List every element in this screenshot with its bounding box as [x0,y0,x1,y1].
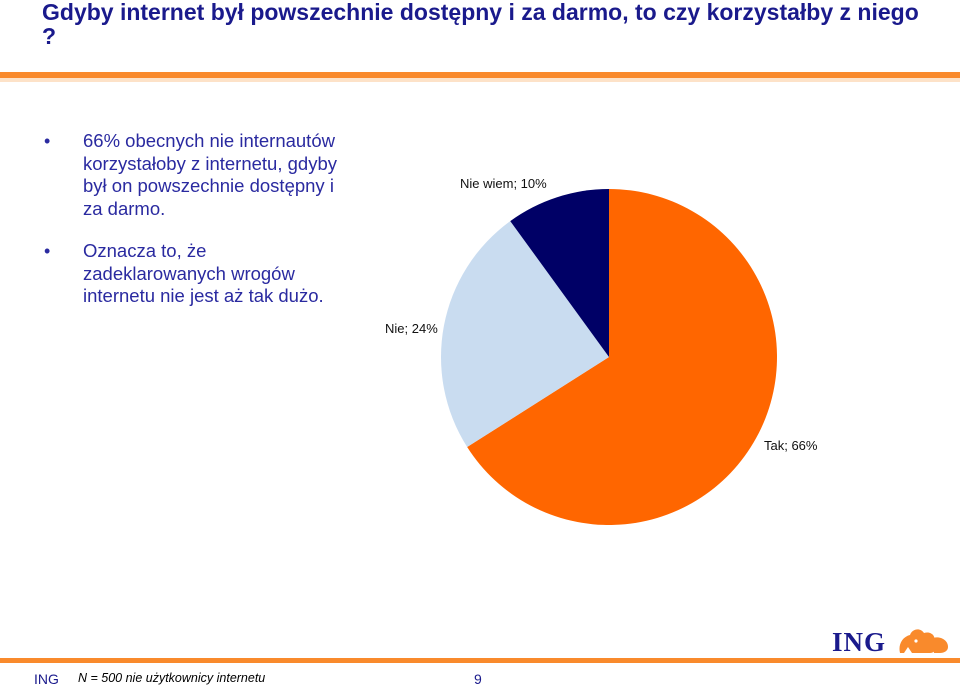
ing-logo-text: ING [832,627,887,657]
page-number: 9 [474,671,482,687]
bullet-item: • Oznacza to, że zadeklarowanych wrogów … [44,240,344,308]
pie-slice-tak [467,188,778,525]
bullet-dot: • [44,131,51,151]
bullet-item: • 66% obecnych nie internautów korzystał… [44,130,344,220]
ing-logo: ING [832,627,952,657]
bullet-dot: • [44,241,51,261]
footer-sample-note: N = 500 nie użytkownicy internetu [78,671,266,685]
bullet-list: • 66% obecnych nie internautów korzystał… [44,130,344,328]
pie-slice-nie-wiem [510,189,609,357]
slice-label-nie: Nie; 24% [385,321,438,336]
bullet-text: Oznacza to, że zadeklarowanych wrogów in… [83,240,324,306]
footer-divider [0,658,960,663]
slide-title: Gdyby internet był powszechnie dostępny … [42,0,919,49]
slice-label-nie-wiem: Nie wiem; 10% [460,176,547,191]
lion-icon [899,629,948,653]
slice-label-tak: Tak; 66% [764,438,818,453]
bullet-text: 66% obecnych nie internautów korzystałob… [83,130,337,219]
header-divider [0,72,960,82]
footer-brand: ING [34,671,59,687]
pie-slice-nie [441,221,609,448]
